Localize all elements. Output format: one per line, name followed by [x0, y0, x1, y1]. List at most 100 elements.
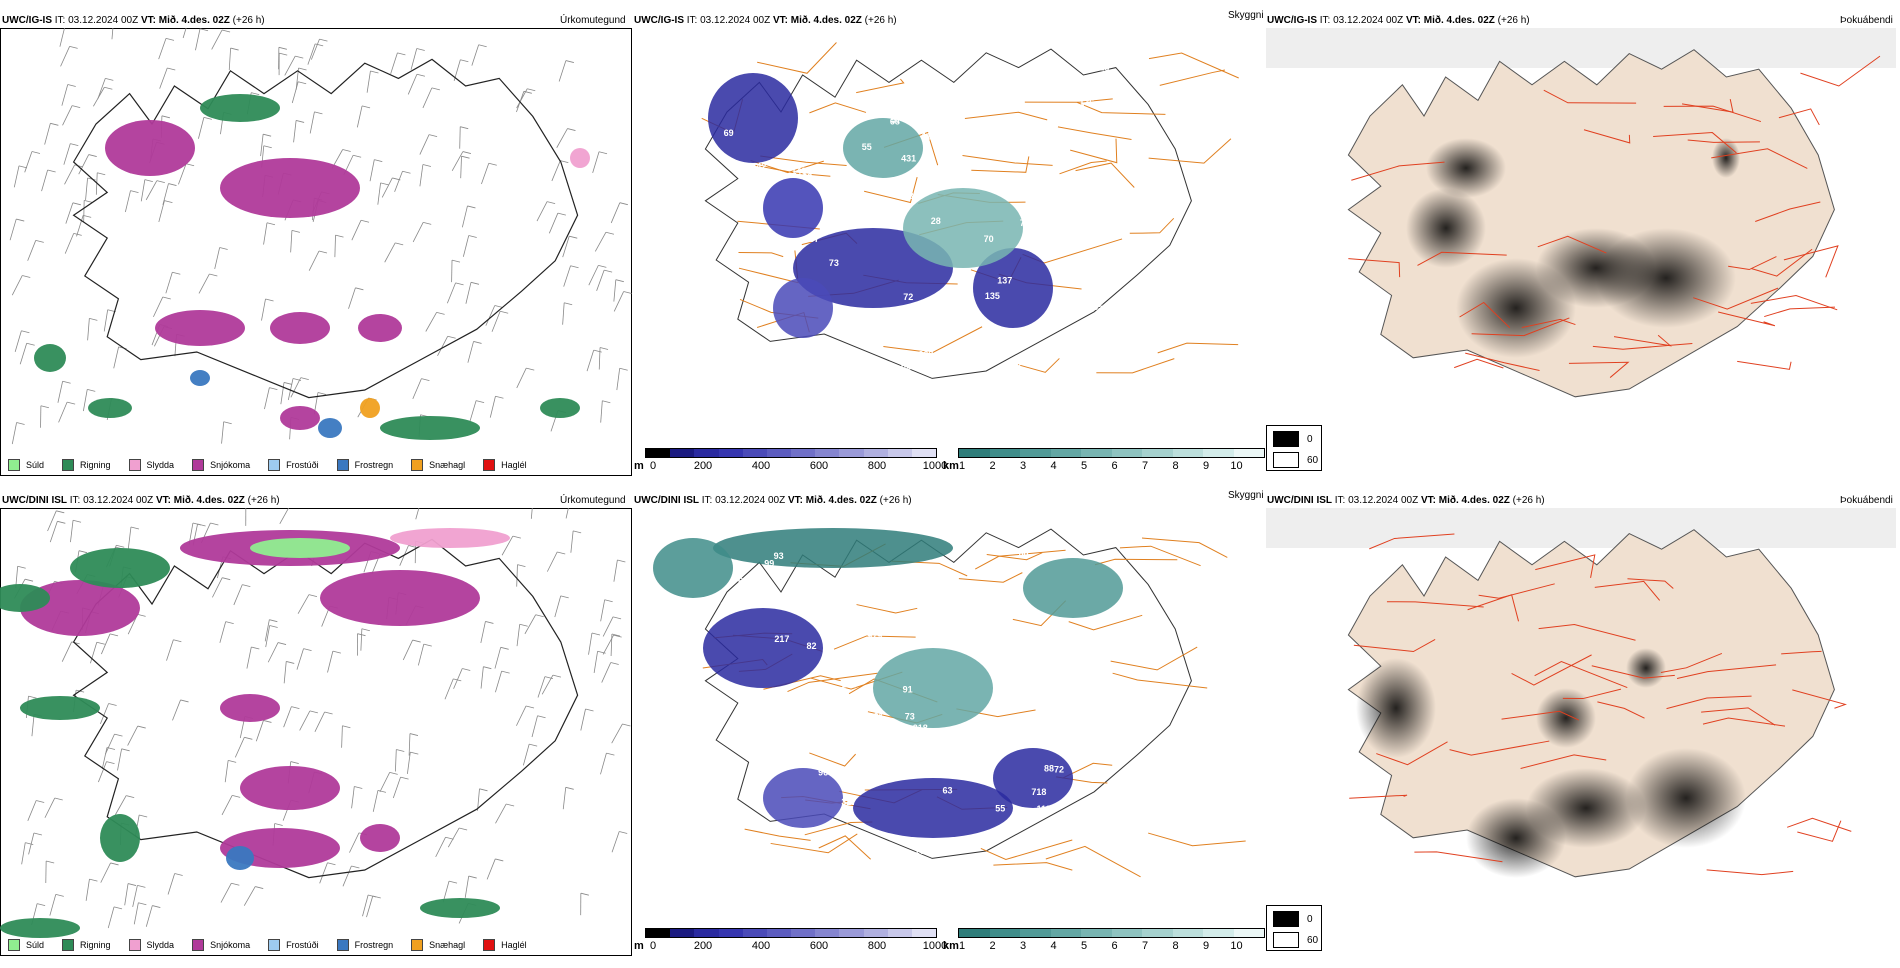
vis-title: Skyggni — [1228, 490, 1264, 501]
wind-barb — [531, 508, 541, 519]
legend-swatch — [1273, 452, 1299, 468]
ceiling-tick: 800 — [868, 940, 886, 952]
legend-label: Súld — [26, 940, 44, 950]
ceiling-value-label: 66 — [751, 848, 761, 858]
legend-swatch — [129, 459, 141, 471]
ceiling-value-label: 137 — [997, 276, 1012, 286]
ceiling-value-label: 68 — [890, 117, 900, 127]
ceiling-value-label: 68 — [1019, 548, 1029, 558]
precip-area — [190, 370, 210, 386]
colorbar-segment — [646, 449, 670, 457]
wind-barb — [597, 270, 613, 291]
ceiling-tick: 200 — [694, 460, 712, 472]
colorbar-segment — [1020, 929, 1051, 937]
wind-barb — [420, 164, 431, 186]
wind-barb — [25, 152, 40, 173]
fog-area — [1626, 648, 1666, 688]
low-cloud-area — [763, 178, 823, 238]
legend-label: Frostregn — [355, 460, 394, 470]
wind-barb — [279, 53, 287, 75]
wind-barb — [600, 753, 614, 774]
wind-barb — [114, 347, 127, 368]
ceiling-value-label: 93 — [774, 551, 784, 561]
wind-barb — [222, 422, 232, 444]
wind-barb — [601, 600, 613, 622]
ceiling-value-label: 87 — [962, 141, 972, 151]
ceiling-value-label: 718 — [1031, 787, 1046, 797]
wind-barb — [310, 112, 322, 134]
wind-barb — [128, 726, 146, 746]
wind-barb — [160, 68, 176, 89]
colorbar-segment — [791, 449, 815, 457]
ceiling-value-label: 10 — [915, 846, 925, 856]
legend-swatch — [268, 459, 280, 471]
wind-barb — [517, 624, 528, 646]
precip-legend-item: Snæhagl — [411, 459, 465, 471]
wind-barb — [172, 700, 188, 720]
fog-legend-item: 60 — [1273, 452, 1321, 468]
visibility-tick: 3 — [1020, 940, 1026, 952]
visibility-tick: 7 — [1142, 940, 1148, 952]
ceiling-value-label: 136 — [1079, 98, 1094, 108]
colorbar-segment — [1173, 929, 1204, 937]
ceiling-value-label: 432 — [726, 327, 741, 337]
wind-barb — [614, 292, 631, 312]
wind-barb — [235, 737, 252, 757]
wind-barb — [408, 74, 425, 94]
colorbar-segment — [767, 449, 791, 457]
legend-label: Haglél — [501, 460, 527, 470]
colorbar-segment — [1234, 449, 1265, 457]
ceiling-value-label: 72 — [1054, 764, 1064, 774]
legend-label: 0 — [1307, 434, 1313, 445]
visibility-tick: 5 — [1081, 940, 1087, 952]
visibility-tick: 6 — [1111, 940, 1117, 952]
ceiling-value-label: 94 — [1041, 668, 1051, 678]
ceiling-value-label: 103 — [981, 564, 996, 574]
wind-barb — [461, 156, 470, 178]
fog-sea-band — [1266, 28, 1896, 68]
wind-barb — [86, 178, 96, 200]
ceiling-value-label: 218 — [913, 723, 928, 733]
legend-swatch — [62, 939, 74, 951]
colorbar-segment — [1112, 449, 1143, 457]
wind-barb — [244, 887, 263, 906]
wind-barb — [279, 47, 287, 69]
colorbar-segment — [1081, 449, 1112, 457]
colorbar-segment — [670, 929, 694, 937]
precip-legend-item: Snjókoma — [192, 459, 250, 471]
wind-barb — [291, 230, 300, 252]
wind-barb — [63, 106, 81, 126]
visibility-tick: 4 — [1050, 460, 1056, 472]
wind-barb — [602, 663, 619, 683]
ceiling-value-label: 84 — [807, 139, 817, 149]
wind-barb — [229, 48, 238, 70]
wind-barb — [125, 884, 136, 906]
precip-header: UWC/IG-IS IT: 03.12.2024 00Z VT: Mið. 4.… — [2, 15, 265, 26]
precip-area — [70, 548, 170, 588]
wind-barb — [268, 643, 286, 663]
wind-barb — [292, 82, 306, 103]
wind-barb — [571, 531, 581, 553]
ceiling-value-label: 131 — [981, 856, 996, 866]
ceiling-value-label: 85 — [913, 611, 923, 621]
precip-area — [360, 398, 380, 418]
colorbar-segment — [1020, 449, 1051, 457]
wind-barb — [343, 866, 359, 886]
wind-barb — [221, 883, 239, 902]
wind-barb — [335, 235, 344, 257]
legend-label: Snæhagl — [429, 460, 465, 470]
wind-barb — [65, 233, 82, 253]
colorbar-segment — [990, 929, 1021, 937]
wind-barb — [468, 341, 482, 362]
wind-barb — [594, 651, 605, 673]
legend-swatch — [8, 939, 20, 951]
legend-label: Slydda — [147, 940, 175, 950]
visibility-unit: km — [943, 460, 959, 472]
wind-barb — [581, 893, 589, 915]
wind-barb — [487, 859, 503, 879]
road — [1149, 53, 1239, 78]
ceiling-value-label: 220 — [1001, 672, 1016, 682]
precip-area — [100, 814, 140, 862]
ceiling-tick: 0 — [650, 940, 656, 952]
precip-area — [88, 398, 132, 418]
